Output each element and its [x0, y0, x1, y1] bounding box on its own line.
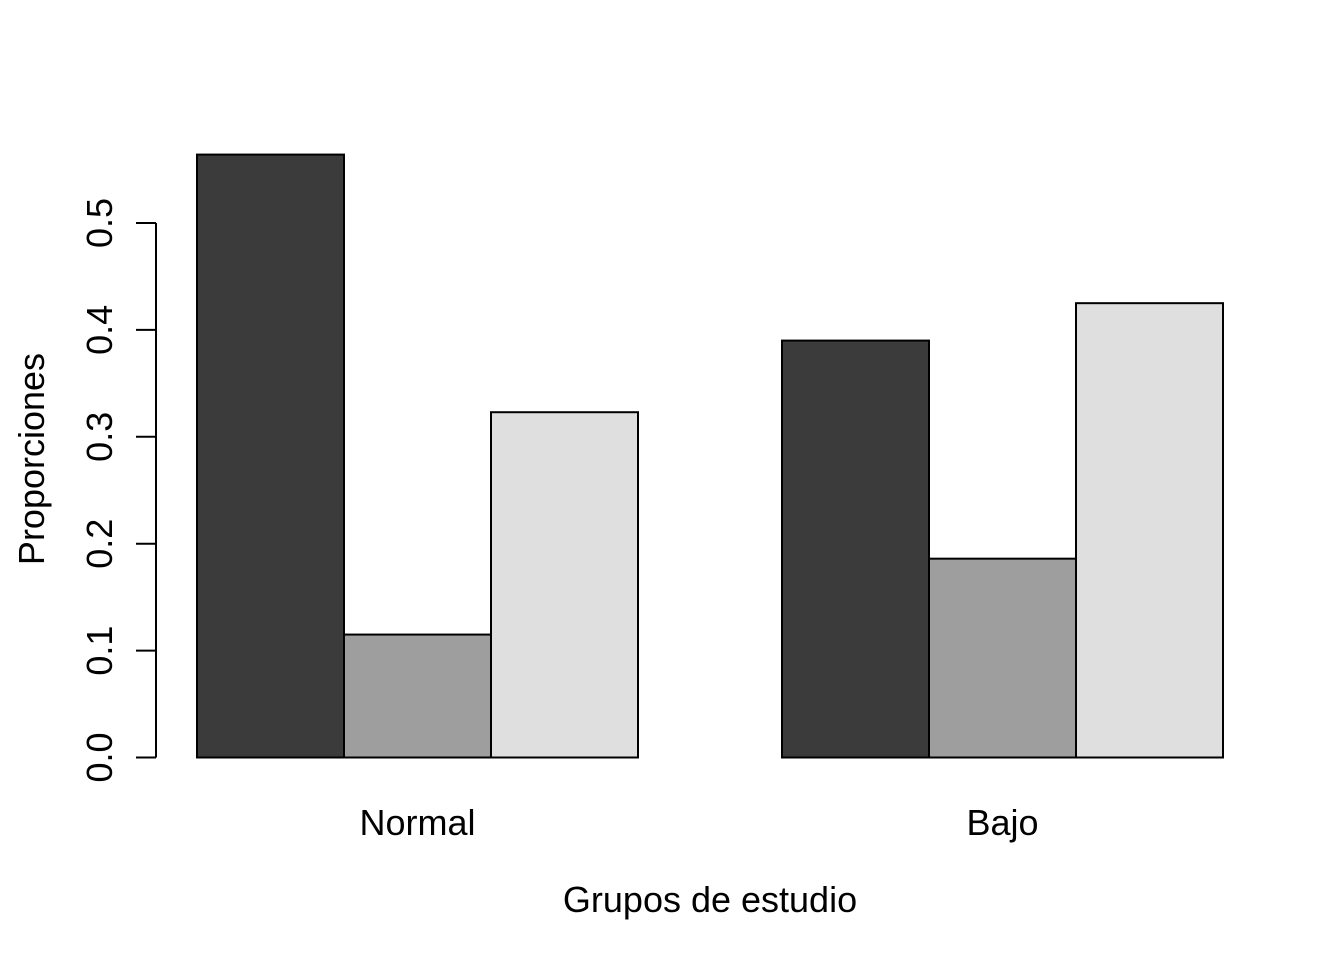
- bars-group: [196, 153, 1224, 759]
- y-tick-label: 0.0: [79, 732, 120, 782]
- x-category-label-bajo: Bajo: [966, 802, 1038, 843]
- y-tick-label: 0.4: [79, 305, 120, 355]
- bar-bajo-dark-gray-bar: [781, 339, 930, 759]
- bar-normal-light-gray-bar: [490, 411, 639, 759]
- bar-bajo-light-gray-bar: [1075, 302, 1224, 759]
- y-tick-label: 0.5: [79, 198, 120, 248]
- y-axis: 0.0 0.1 0.2 0.3 0.4 0.5: [79, 198, 157, 783]
- bar-normal-medium-gray-bar: [343, 633, 492, 759]
- y-axis-title: Proporciones: [11, 353, 52, 565]
- y-tick-label: 0.1: [79, 626, 120, 676]
- y-tick-label: 0.3: [79, 412, 120, 462]
- y-tick-label: 0.2: [79, 519, 120, 569]
- bar-normal-dark-gray-bar: [196, 153, 345, 759]
- x-category-label-normal: Normal: [359, 802, 475, 843]
- x-axis-title: Grupos de estudio: [563, 879, 857, 920]
- bar-bajo-medium-gray-bar: [928, 557, 1077, 759]
- x-category-labels: Normal Bajo: [359, 802, 1038, 843]
